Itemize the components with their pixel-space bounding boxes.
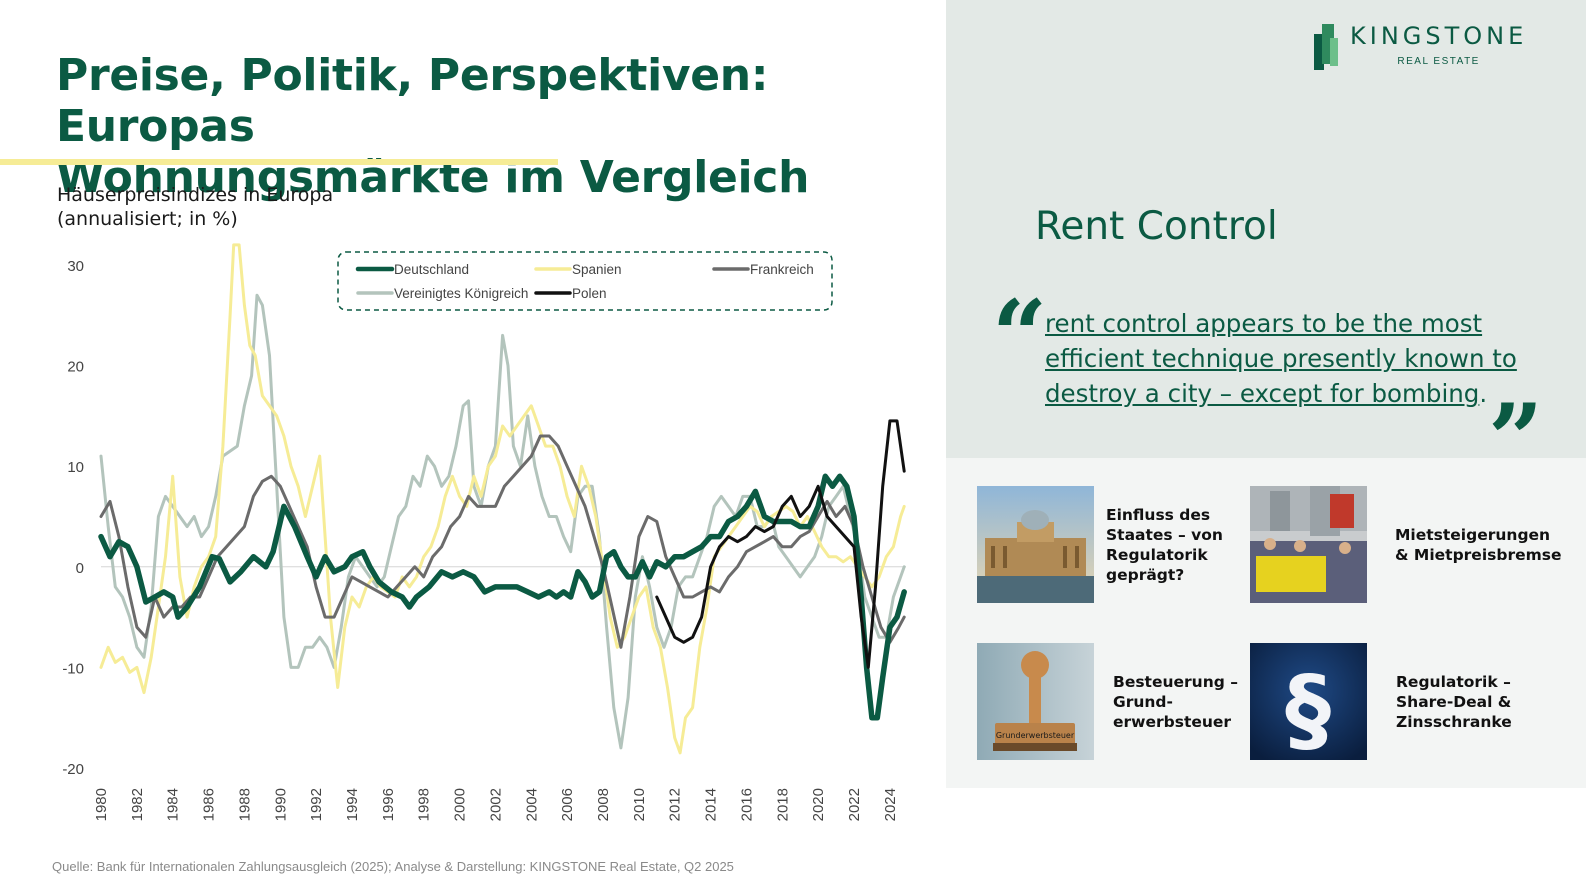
stamp-photo: Grunderwerbsteuer	[977, 643, 1094, 760]
title-underline	[0, 159, 558, 165]
x-tick-label: 2022	[846, 788, 863, 821]
y-tick-label: 0	[76, 560, 84, 577]
legend-label: Frankreich	[750, 262, 814, 277]
topic-card-label: Regulatorik – Share-Deal & Zinsschranke	[1396, 672, 1512, 731]
rent-control-quote: rent control appears to be the most effi…	[1045, 306, 1545, 411]
source-note: Quelle: Bank für Internationalen Zahlung…	[52, 859, 734, 874]
legend-label: Vereinigtes Königreich	[394, 286, 528, 301]
x-tick-label: 1990	[272, 788, 289, 821]
topic-card-regulation[interactable]: § Regulatorik – Share-Deal & Zinsschrank…	[1250, 643, 1512, 760]
topic-card-label: Einfluss des Staates – von Regulatorik g…	[1106, 505, 1223, 584]
topic-card-state-influence[interactable]: Einfluss des Staates – von Regulatorik g…	[977, 486, 1223, 603]
x-tick-label: 2002	[487, 788, 504, 821]
x-tick-label: 1982	[129, 788, 146, 821]
chart-title-line1: Häuserpreisindizes in Europa	[57, 184, 334, 206]
x-tick-label: 1980	[93, 788, 110, 821]
quote-end: .	[1479, 379, 1488, 408]
x-tick-label: 1994	[344, 788, 361, 821]
x-tick-label: 2010	[631, 788, 648, 821]
legend-box	[337, 251, 833, 311]
x-tick-label: 2006	[559, 788, 576, 821]
y-tick-label: 20	[67, 359, 84, 376]
legend-label: Spanien	[572, 262, 622, 277]
protest-photo	[1250, 486, 1367, 603]
chart-title: Häuserpreisindizes in Europa (annualisie…	[57, 183, 333, 231]
x-tick-label: 1998	[416, 788, 433, 821]
logo-sub: REAL ESTATE	[1397, 56, 1480, 67]
logo-mark-icon	[1314, 24, 1338, 70]
quote-open-icon: “	[992, 279, 1048, 392]
x-tick-label: 1992	[308, 788, 325, 821]
x-tick-label: 2016	[738, 788, 755, 821]
quote-link[interactable]: rent control appears to be the most effi…	[1045, 309, 1517, 408]
x-tick-label: 2024	[882, 788, 899, 821]
x-tick-label: 1996	[380, 788, 397, 821]
x-tick-label: 2020	[810, 788, 827, 821]
y-tick-label: 10	[67, 459, 84, 476]
page-title-line1: Preise, Politik, Perspektiven: Europas	[56, 50, 769, 152]
topic-card-label: Mietsteigerungen & Mietpreisbremse	[1395, 525, 1562, 564]
svg-text:Grunderwerbsteuer: Grunderwerbsteuer	[996, 731, 1075, 740]
y-tick-label: 30	[67, 258, 84, 275]
y-tick-label: -20	[62, 761, 84, 778]
x-tick-label: 2000	[452, 788, 469, 821]
paragraph-icon: §	[1250, 643, 1367, 760]
x-tick-label: 2004	[523, 788, 540, 821]
x-tick-label: 2018	[774, 788, 791, 821]
rent-control-title: Rent Control	[1035, 204, 1278, 249]
x-tick-label: 2008	[595, 788, 612, 821]
rent-control-panel	[946, 0, 1586, 458]
x-tick-label: 1984	[165, 788, 182, 821]
legend-label: Polen	[572, 286, 607, 301]
kingstone-logo: KINGSTONE REAL ESTATE	[1312, 22, 1527, 70]
svg-text:§: §	[1285, 656, 1331, 760]
topic-card-tax[interactable]: Grunderwerbsteuer Besteuerung – Grund- e…	[977, 643, 1238, 760]
legend-label: Deutschland	[394, 262, 469, 277]
x-tick-label: 1988	[236, 788, 253, 821]
x-tick-label: 2012	[667, 788, 684, 821]
series-line-deutschland	[98, 473, 907, 721]
series-line-polen	[655, 419, 906, 669]
page-title: Preise, Politik, Perspektiven: Europas W…	[56, 50, 916, 203]
x-tick-label: 1986	[201, 788, 218, 821]
series-line-spanien	[99, 243, 906, 755]
x-tick-label: 2014	[703, 788, 720, 821]
topic-card-rent-increase[interactable]: Mietsteigerungen & Mietpreisbremse	[1250, 486, 1562, 603]
topic-card-label: Besteuerung – Grund- erwerbsteuer	[1113, 672, 1238, 731]
series-line-frankreich	[99, 434, 906, 649]
logo-name: KINGSTONE	[1350, 22, 1528, 50]
reichstag-photo	[977, 486, 1094, 603]
chart-title-line2: (annualisiert; in %)	[57, 208, 238, 230]
y-tick-label: -10	[62, 660, 84, 677]
quote-close-icon: ”	[1488, 383, 1544, 496]
